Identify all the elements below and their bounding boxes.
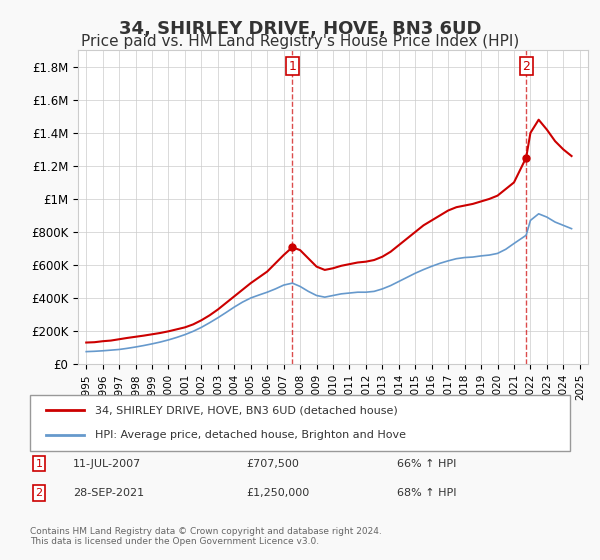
Text: £1,250,000: £1,250,000 xyxy=(246,488,309,498)
Text: HPI: Average price, detached house, Brighton and Hove: HPI: Average price, detached house, Brig… xyxy=(95,430,406,440)
Text: 1: 1 xyxy=(289,60,296,73)
Text: 2: 2 xyxy=(35,488,43,498)
Text: 1: 1 xyxy=(35,459,43,469)
Text: Price paid vs. HM Land Registry's House Price Index (HPI): Price paid vs. HM Land Registry's House … xyxy=(81,34,519,49)
Text: 11-JUL-2007: 11-JUL-2007 xyxy=(73,459,142,469)
Text: 68% ↑ HPI: 68% ↑ HPI xyxy=(397,488,457,498)
Text: Contains HM Land Registry data © Crown copyright and database right 2024.
This d: Contains HM Land Registry data © Crown c… xyxy=(30,526,382,546)
Text: 2: 2 xyxy=(522,60,530,73)
Text: 66% ↑ HPI: 66% ↑ HPI xyxy=(397,459,457,469)
Text: £707,500: £707,500 xyxy=(246,459,299,469)
FancyBboxPatch shape xyxy=(30,395,570,451)
Text: 34, SHIRLEY DRIVE, HOVE, BN3 6UD (detached house): 34, SHIRLEY DRIVE, HOVE, BN3 6UD (detach… xyxy=(95,405,398,416)
Text: 34, SHIRLEY DRIVE, HOVE, BN3 6UD: 34, SHIRLEY DRIVE, HOVE, BN3 6UD xyxy=(119,20,481,38)
Text: 28-SEP-2021: 28-SEP-2021 xyxy=(73,488,145,498)
